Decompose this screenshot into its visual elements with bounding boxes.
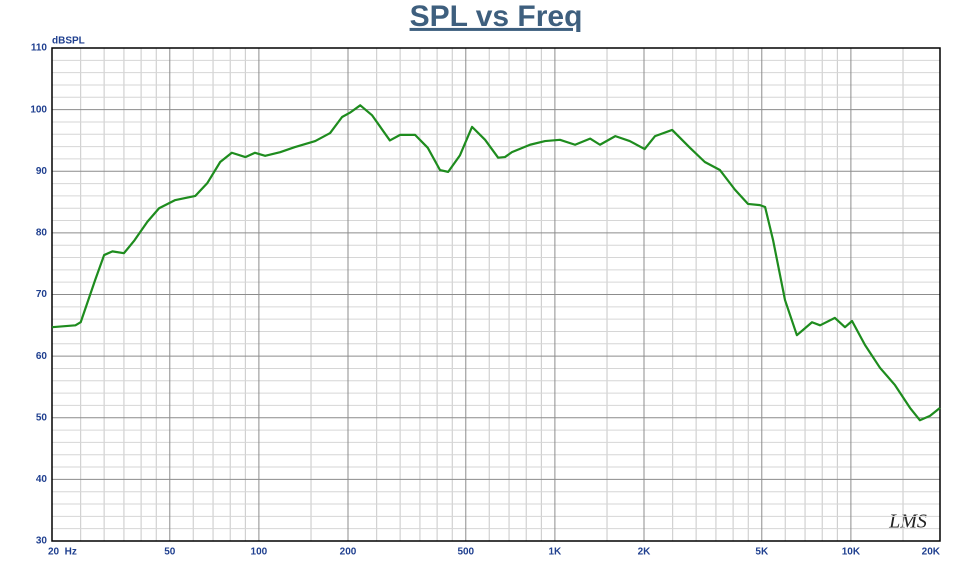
watermark: LMS	[888, 511, 927, 533]
x-tick-label: 20K	[922, 547, 941, 558]
y-tick-label: 40	[36, 474, 48, 485]
x-tick-label: 500	[457, 547, 474, 558]
y-tick-label: 100	[30, 104, 47, 115]
x-tick-label: 10K	[842, 547, 861, 558]
x-tick-label: 5K	[755, 547, 769, 558]
y-tick-label: 90	[36, 166, 48, 177]
y-tick-label: 80	[36, 228, 48, 239]
x-tick-label: 20 Hz	[48, 547, 77, 558]
data-line	[51, 104, 941, 422]
x-tick-label: 2K	[638, 547, 652, 558]
x-tick-label: 100	[251, 547, 268, 558]
chart-title: SPL vs Freq	[410, 0, 583, 33]
y-tick-label: 30	[36, 536, 48, 547]
x-tick-label: 200	[340, 547, 357, 558]
x-tick-label: 50	[164, 547, 176, 558]
y-tick-label: 110	[31, 43, 48, 54]
y-tick-label: 60	[36, 351, 48, 362]
plot-frame	[51, 47, 941, 542]
y-tick-label: 50	[36, 412, 48, 423]
y-tick-label: 70	[36, 289, 48, 300]
y-axis-label: dBSPL	[52, 36, 85, 47]
x-tick-label: 1K	[548, 547, 562, 558]
